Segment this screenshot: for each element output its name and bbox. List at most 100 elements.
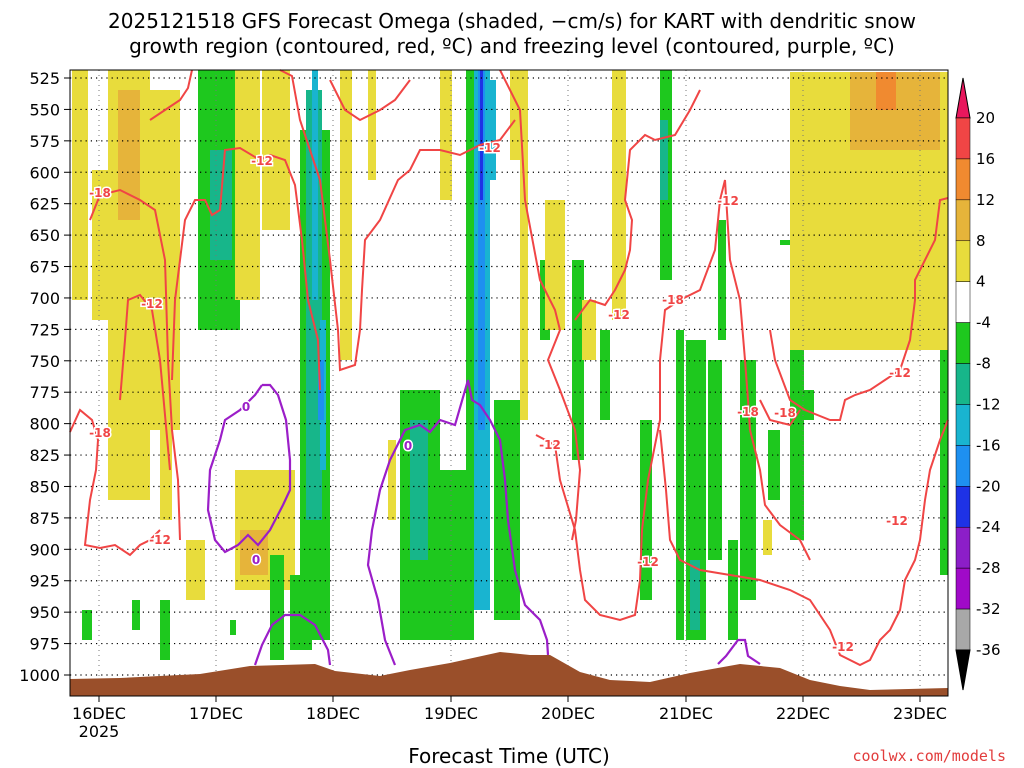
y-tick-label: 650: [29, 226, 60, 245]
colorbar-segment: [955, 608, 971, 651]
omega-cell: [708, 360, 722, 560]
x-tick-label: 17DEC: [189, 704, 243, 723]
red-contour-label: -12: [149, 533, 171, 547]
y-tick-label: 725: [29, 320, 60, 339]
omega-cell: [466, 70, 474, 640]
omega-cell: [763, 520, 772, 555]
red-contour-line: [769, 197, 949, 421]
omega-cell: [438, 470, 470, 640]
omega-cell: [72, 70, 88, 300]
red-contour-label: -12: [141, 297, 163, 311]
omega-cell: [768, 430, 780, 500]
omega-cell: [262, 70, 290, 230]
y-tick-label: 525: [29, 69, 60, 88]
omega-cell: [118, 90, 140, 220]
omega-cell: [410, 420, 428, 560]
colorbar-segment: [955, 486, 971, 528]
x-tick-label: 22DEC: [776, 704, 830, 723]
colorbar-tick-label: -20: [976, 477, 1001, 495]
omega-cell: [718, 220, 726, 340]
colorbar-segment: [955, 567, 971, 610]
red-contour-line: [69, 408, 161, 557]
red-contour-label: -12: [832, 640, 854, 654]
purple-contour-label: 0: [404, 439, 412, 453]
colorbar-tick-label: 8: [976, 232, 986, 250]
red-contour-label: -18: [89, 426, 111, 440]
y-tick-label: 800: [29, 415, 60, 434]
omega-cell: [690, 560, 700, 630]
omega-cell: [300, 620, 312, 650]
red-contour-label: -18: [774, 406, 796, 420]
omega-cell: [478, 70, 485, 430]
red-contour-line: [119, 293, 171, 471]
y-axis: 525 550 575 600 625 650 675 700 725 750 775 800 825 8…: [19, 69, 70, 685]
plot-area: -18 -12 -12 -18 -12 -12 -12 -18 -12 -12 -12 -18 -18 -…: [69, 69, 949, 697]
red-contour-label: -12: [479, 141, 501, 155]
x-tick-label: 23DEC: [893, 704, 947, 723]
colorbar-tick-label: 12: [976, 191, 995, 209]
red-contour-label: -12: [889, 366, 911, 380]
credit-label: coolwx.com/models: [852, 747, 1006, 765]
colorbar-tick-label: -28: [976, 559, 1001, 577]
colorbar-tick-label: -4: [976, 314, 991, 332]
red-contour-line: [759, 399, 801, 427]
y-tick-label: 675: [29, 258, 60, 277]
omega-cell: [916, 200, 936, 260]
red-contour-line: [279, 69, 516, 372]
y-tick-label: 700: [29, 289, 60, 308]
omega-cell: [940, 350, 948, 575]
red-contour-label: -12: [539, 438, 561, 452]
omega-cell: [160, 420, 172, 520]
omega-cell: [488, 80, 496, 180]
y-tick-label: 850: [29, 477, 60, 496]
x-tick-label: 20DEC: [541, 704, 595, 723]
y-tick-label: 825: [29, 446, 60, 465]
omega-cell: [92, 170, 110, 320]
colorbar-segment: [955, 199, 971, 242]
omega-cell: [640, 420, 652, 600]
colorbar: 20 16 12 8 4 -4 -8 -12 -16 -20 -24 -28 -32 -36: [955, 77, 1001, 691]
red-contour-label: -12: [251, 154, 273, 168]
omega-cell: [876, 72, 896, 110]
colorbar-tick-label: -16: [976, 436, 1001, 454]
purple-contour-label: 0: [252, 553, 260, 567]
purple-contour-line: [253, 613, 332, 666]
colorbar-bottom-arrow: [955, 649, 971, 691]
chart-title-line1: 2025121518 GFS Forecast Omega (shaded, −…: [108, 9, 916, 33]
omega-cell: [728, 540, 738, 640]
colorbar-segment: [955, 404, 971, 446]
omega-cell: [520, 70, 528, 420]
y-tick-label: 1000: [19, 666, 60, 685]
red-contour-label: -18: [89, 186, 111, 200]
plot-frame: [69, 69, 949, 697]
red-contour-label: -12: [886, 514, 908, 528]
red-contour-label: -12: [608, 308, 630, 322]
chart-title-line2: growth region (contoured, red, ºC) and f…: [129, 34, 895, 58]
red-contour-line: [659, 419, 949, 667]
y-tick-label: 775: [29, 383, 60, 402]
omega-cell: [676, 330, 684, 640]
omega-cell: [740, 360, 756, 600]
omega-cell: [132, 600, 140, 630]
x-year-label: 2025: [79, 722, 120, 741]
y-tick-label: 750: [29, 352, 60, 371]
colorbar-segment: [955, 363, 971, 405]
omega-cell: [480, 70, 483, 200]
omega-cell: [340, 70, 352, 360]
red-contour-label: -12: [637, 555, 659, 569]
y-tick-label: 900: [29, 540, 60, 559]
red-contour-line: [535, 179, 751, 622]
red-contour-line: [149, 69, 193, 121]
omega-cell: [600, 330, 610, 420]
colorbar-tick-label: -32: [976, 600, 1001, 618]
dendritic-growth-contours: -18 -12 -12 -18 -12 -12 -12 -18 -12 -12 -12 -18 -18 -…: [69, 69, 949, 667]
omega-cell: [160, 600, 170, 660]
red-contour-line: [574, 89, 701, 321]
purple-contour-line: [366, 379, 550, 666]
colorbar-segment: [955, 240, 971, 282]
x-tick-label: 21DEC: [659, 704, 713, 723]
colorbar-segment: [955, 281, 971, 323]
omega-cell: [186, 540, 205, 600]
red-contour-label: -12: [717, 194, 739, 208]
